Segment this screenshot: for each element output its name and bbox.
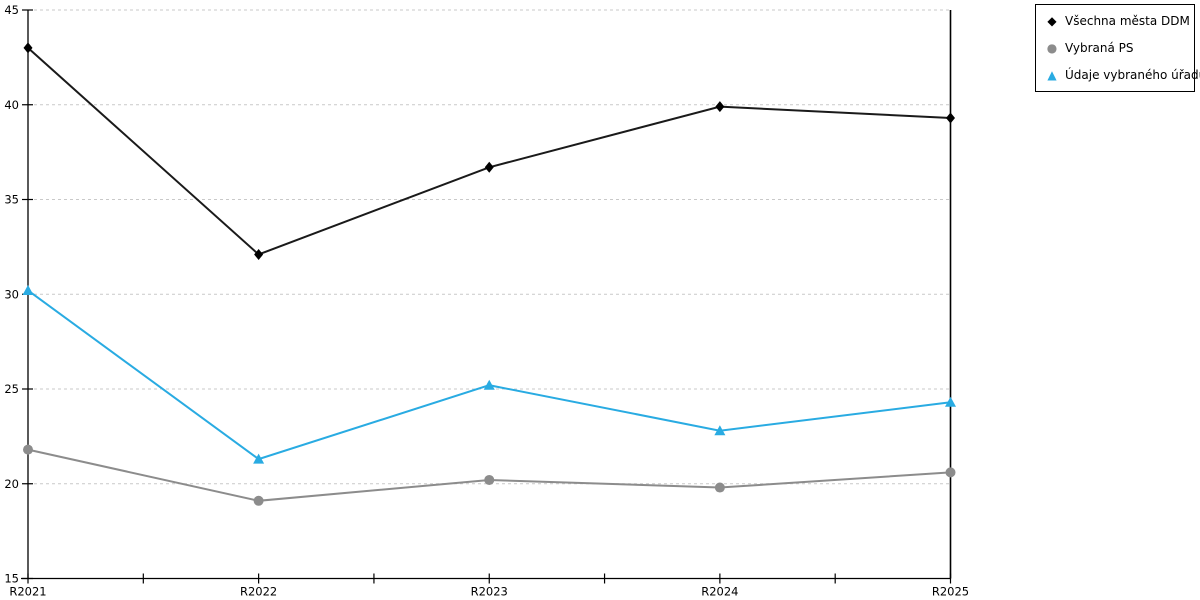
data-point-triangle bbox=[714, 425, 726, 436]
data-point-circle bbox=[484, 474, 495, 485]
data-point-triangle bbox=[483, 379, 495, 390]
data-point-triangle bbox=[945, 396, 956, 407]
data-point-circle bbox=[945, 467, 956, 478]
data-point-diamond bbox=[946, 112, 955, 124]
x-tick-label: R2025 bbox=[932, 585, 969, 599]
legend-item-vybrana-ps: ● Vybraná PS bbox=[1045, 41, 1186, 55]
data-point-diamond bbox=[715, 101, 725, 113]
x-tick-label: R2022 bbox=[240, 585, 277, 599]
data-point-circle bbox=[23, 444, 33, 455]
data-point-circle bbox=[253, 495, 264, 506]
legend-label: Údaje vybraného úřadu bbox=[1065, 68, 1200, 82]
y-tick-label: 20 bbox=[4, 477, 19, 491]
y-tick-label: 35 bbox=[4, 193, 19, 207]
y-tick-label: 45 bbox=[4, 3, 19, 17]
x-tick-label: R2021 bbox=[9, 585, 46, 599]
y-tick-label: 40 bbox=[4, 98, 19, 112]
diamond-icon: ◆ bbox=[1047, 14, 1057, 28]
data-point-circle bbox=[714, 482, 725, 493]
circle-icon: ● bbox=[1046, 41, 1058, 55]
x-tick-label: R2024 bbox=[701, 585, 738, 599]
data-point-diamond bbox=[23, 42, 33, 54]
legend-item-vsechna-mesta-ddm: ◆ Všechna města DDM bbox=[1045, 14, 1189, 28]
y-tick-label: 25 bbox=[4, 382, 19, 396]
x-tick-label: R2023 bbox=[471, 585, 508, 599]
legend: ◆ Všechna města DDM ● Vybraná PS ▲ Údaje… bbox=[1035, 4, 1200, 92]
data-point-diamond bbox=[254, 248, 264, 260]
data-point-triangle bbox=[22, 284, 34, 295]
y-tick-label: 30 bbox=[4, 287, 19, 301]
legend-item-udaje-vybraneho-uradu: ▲ Údaje vybraného úřadu bbox=[1045, 68, 1200, 82]
y-tick-label: 15 bbox=[4, 572, 19, 586]
data-point-diamond bbox=[484, 161, 494, 173]
legend-label: Všechna města DDM bbox=[1065, 14, 1190, 28]
series-line-0 bbox=[27, 47, 951, 256]
legend-label: Vybraná PS bbox=[1065, 41, 1134, 55]
series-line-2 bbox=[27, 289, 951, 461]
triangle-icon: ▲ bbox=[1047, 68, 1057, 82]
data-point-triangle bbox=[253, 453, 265, 464]
